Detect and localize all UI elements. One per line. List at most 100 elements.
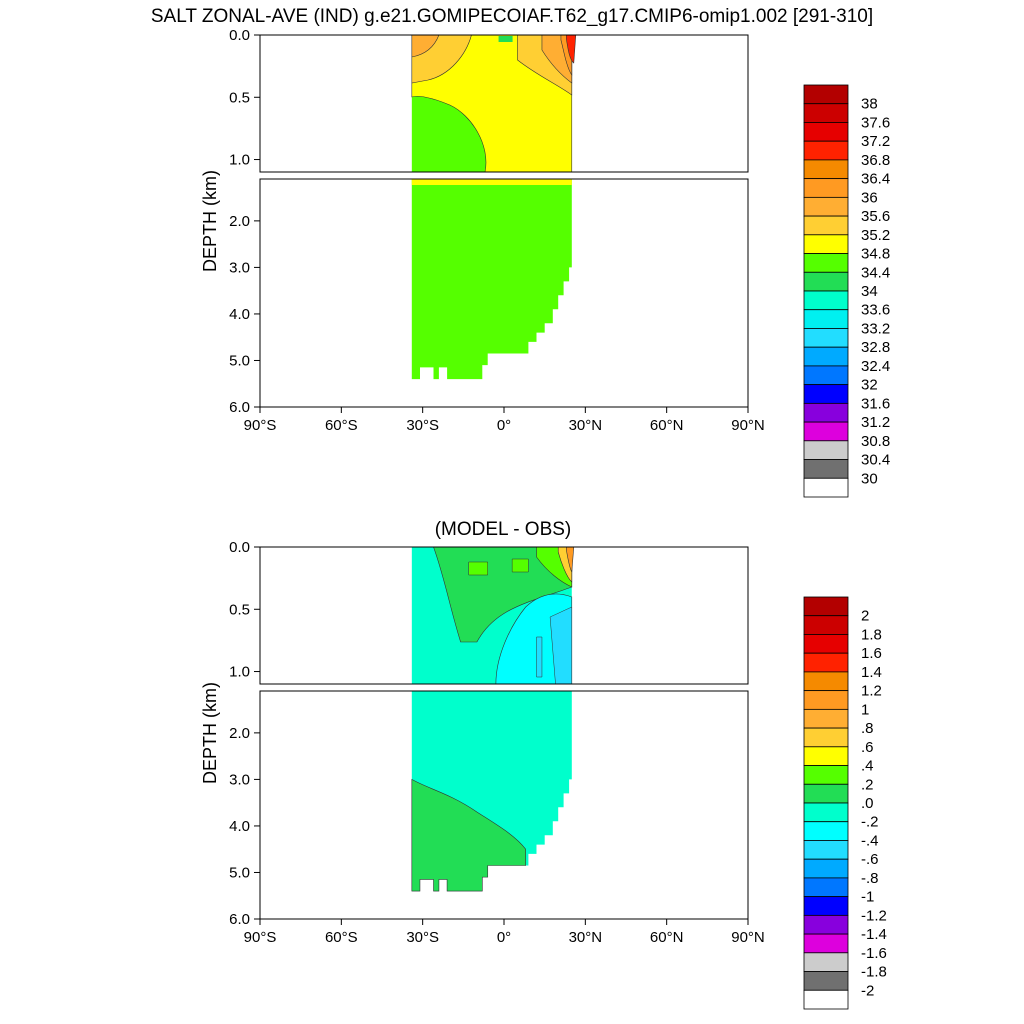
lower-field-base [411,179,572,380]
colorbar-label: -.2 [861,814,879,831]
x-tick-label: 90°S [244,929,277,946]
colorbar-label: -1.8 [861,964,887,981]
y-tick-label: 2.0 [229,213,250,230]
colorbar-label: 36.4 [861,171,890,188]
surface-patch [498,36,513,42]
colorbar-swatch [803,671,849,692]
colorbar-label: 36.8 [861,152,890,169]
colorbar-label: .6 [861,739,874,756]
y-axis-label: DEPTH (km) [200,682,220,784]
colorbar-label: -1.4 [861,926,887,943]
colorbar-label: 35.2 [861,227,890,244]
colorbar-label: .8 [861,720,874,737]
y-tick-label: 1.0 [229,152,250,169]
colorbar-swatch [803,634,849,654]
upper-frame [259,546,749,685]
colorbar-swatch [803,746,849,766]
colorbar-swatch [803,384,849,404]
y-tick-label: 0.0 [229,27,250,44]
colorbar-swatch [803,271,849,292]
colorbar-label: -2 [861,982,874,999]
colorbar-label: 38 [861,96,878,113]
chart-title: SALT ZONAL-AVE (IND) g.e21.GOMIPECOIAF.T… [150,6,874,27]
colorbar-swatch [803,896,849,916]
panel-0 [254,34,849,498]
colorbar-label: 33.6 [861,302,890,319]
colorbar-label: 1.4 [861,664,882,681]
colorbar-swatch [803,122,849,142]
colorbar-swatch [803,103,849,123]
colorbar-label: .4 [861,758,874,775]
colorbar-swatch [803,840,849,860]
x-tick-label: 90°N [731,417,765,434]
x-tick-label: 30°S [406,417,439,434]
colorbar-label: 1.2 [861,683,882,700]
difference-chart-title: (MODEL - OBS) [434,519,572,540]
colorbar-label: 32.4 [861,358,890,375]
colorbar-swatch [803,459,849,479]
contour-fill-deep-0.0 [411,778,526,892]
colorbar-label: 34.8 [861,246,890,263]
x-tick-label: 90°S [244,417,277,434]
x-tick-label: 90°N [731,929,765,946]
colorbar-label: 30.4 [861,452,890,469]
contour-fill-north-36.8 [566,34,577,64]
contour-fill-neg0.6 [536,636,543,678]
colorbar-swatch [803,402,849,423]
colorbar-label: 37.6 [861,114,890,131]
y-tick-label: 6.0 [229,399,250,416]
y-tick-label: 3.0 [229,771,250,788]
colorbar-swatch [803,140,849,161]
colorbar-label: 34 [861,283,878,300]
colorbar-label: -1 [861,889,874,906]
colorbar-swatch [803,971,849,991]
y-tick-label: 0.0 [229,539,250,556]
x-tick-label: 30°N [569,929,603,946]
colorbar-label: 34.4 [861,264,890,281]
colorbar-swatch [803,196,849,217]
x-tick-label: 60°N [650,417,684,434]
colorbar-swatch [803,615,849,635]
y-tick-label: 3.0 [229,259,250,276]
colorbar-label: -1.6 [861,945,887,962]
colorbar-swatch [803,989,849,1010]
colorbar-swatch [803,914,849,935]
contour-fill-patch [468,561,488,576]
y-tick-label: 5.0 [229,864,250,881]
colorbar-label: 1.6 [861,645,882,662]
colorbar-swatch [803,440,849,460]
x-tick-label: 60°N [650,929,684,946]
y-tick-label: 0.5 [229,89,250,106]
colorbar-swatch [803,690,849,710]
colorbar-label: 37.2 [861,133,890,150]
colorbar-label: -.8 [861,870,879,887]
x-tick-label: 60°S [325,417,358,434]
colorbar-swatch [803,84,849,105]
colorbar-swatch [803,215,849,236]
colorbar-label: -.6 [861,851,879,868]
colorbar-swatch [803,421,849,442]
colorbar-swatch [803,708,849,729]
x-tick-label: 30°N [569,417,603,434]
colorbar-label: 36 [861,189,878,206]
x-tick-label: 30°S [406,929,439,946]
colorbar-swatch [803,802,849,823]
y-tick-label: 2.0 [229,725,250,742]
colorbar-swatch [803,159,849,180]
colorbar-swatch [803,933,849,954]
colorbar-label: 1.8 [861,626,882,643]
upper-frame [259,34,749,173]
colorbar-swatch [803,178,849,198]
x-tick-label: 0° [497,929,511,946]
colorbar-label: -1.2 [861,907,887,924]
colorbar-label: 32 [861,377,878,394]
colorbar-label: 2 [861,608,869,625]
colorbar-swatch [803,346,849,367]
colorbar-label: .0 [861,795,874,812]
y-tick-label: 4.0 [229,306,250,323]
colorbar-swatch [803,328,849,348]
colorbar-swatch [803,652,849,673]
y-tick-label: 6.0 [229,911,250,928]
colorbar-swatch [803,253,849,273]
